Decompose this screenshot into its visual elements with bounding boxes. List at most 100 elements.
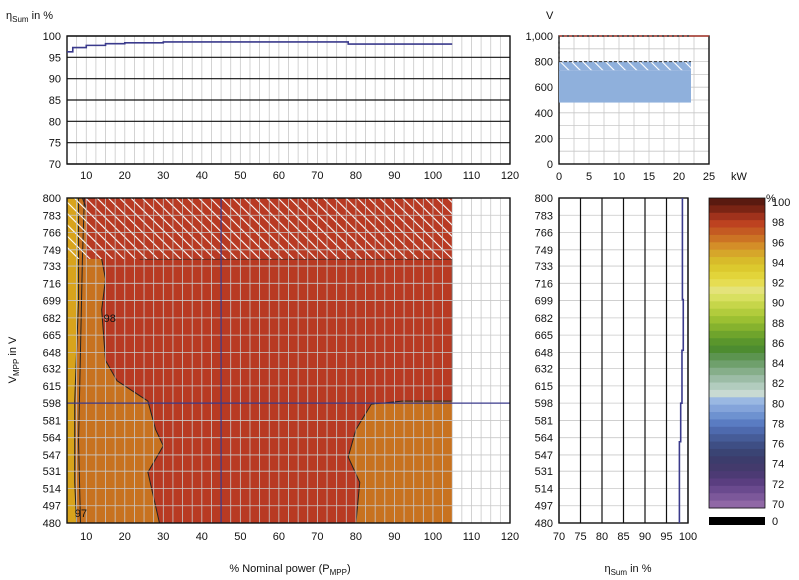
top-xtick: 90 [388,170,400,182]
map-ytick: 648 [43,347,61,359]
map-xtick: 60 [273,531,285,543]
top-xtick: 120 [501,170,519,182]
legend-swatch [709,293,765,302]
vp-ytick: 400 [535,108,553,120]
map-ytick: 564 [43,433,61,445]
legend-swatch [709,323,765,332]
top-xtick: 110 [463,170,481,182]
top-xtick: 80 [350,170,362,182]
right-ytick: 783 [535,210,553,222]
right-ytick: 766 [535,228,553,240]
top-grid [66,35,511,165]
top-ticks: 70 75 80 85 90 95 100 10 20 30 40 50 60 70 80 90 100 110 1… [43,31,520,182]
right-ytick: 733 [535,261,553,273]
map-body: 98 97 480 497 514 531 547 564 581 598 615 632 648 665… [43,193,520,543]
right-ytick: 547 [535,450,553,462]
top-ytick: 80 [49,116,61,128]
vp-hatch-overlay [559,61,691,71]
top-xtick: 30 [157,170,169,182]
legend-swatch [709,330,765,339]
map-ytick: 749 [43,245,61,257]
top-xtick: 20 [119,170,131,182]
map-xtick: 80 [350,531,362,543]
top-xtick: 100 [424,170,442,182]
top-ytick: 100 [43,31,61,43]
vp-ytick: 800 [535,57,553,69]
legend-label: 88 [772,318,784,330]
legend-swatch [709,397,765,406]
vp-xtick: 25 [703,171,715,183]
legend-swatch [709,382,765,391]
legend-swatch [709,316,765,324]
right-ytick: 598 [535,398,553,410]
map-ytick: 716 [43,278,61,290]
map-xlabel: % Nominal power (PMPP) [229,563,350,577]
vp-xtick: 15 [643,171,655,183]
voltage-power-chart: V kW 0 200 400 600 800 1,000 0 5 10 15 20 25 [525,10,747,183]
right-ytick: 716 [535,278,553,290]
legend-swatch [709,234,765,243]
legend-swatch [709,279,765,288]
legend-swatch [709,493,765,502]
efficiency-map-chart: 98 97 480 497 514 531 547 564 581 598 615 632 648 665… [7,193,519,577]
legend-swatch [709,404,765,413]
right-body: 480 497 514 531 547 564 581 598 615 632 648 665 682 6… [535,193,698,543]
right-xtick: 80 [596,531,608,543]
right-xtick: 95 [660,531,672,543]
map-xtick: 50 [234,531,246,543]
legend-label: 96 [772,237,784,249]
right-xtick: 85 [617,531,629,543]
top-xtick: 10 [80,170,92,182]
top-ytick: 90 [49,74,61,86]
legend-swatch [709,419,765,428]
legend-swatch [709,220,765,229]
vp-xlabel-unit: kW [731,171,748,183]
legend-swatch [709,412,765,420]
map-xtick: 120 [501,531,519,543]
map-ytick: 514 [43,483,61,495]
legend-swatch [709,426,765,435]
legend-swatch [709,345,765,354]
map-xtick: 40 [196,531,208,543]
legend-frame [708,197,766,509]
legend-label: 76 [772,439,784,451]
map-ytick: 665 [43,330,61,342]
map-xtick: 110 [463,531,481,543]
vp-operating-range [559,70,691,103]
color-legend: % 100 98 96 94 92 90 88 86 84 82 80 78 76 74 72 70 0 [708,193,790,528]
legend-swatch [709,257,765,265]
legend-swatch [709,485,765,494]
top-ytick: 95 [49,52,61,64]
map-xtick: 20 [119,531,131,543]
top-ytick: 85 [49,95,61,107]
vp-xtick: 10 [613,171,625,183]
right-ytick: 514 [535,483,553,495]
legend-label: 100 [772,197,790,209]
right-ytick: 497 [535,501,553,513]
right-ytick: 480 [535,518,553,530]
top-ylabel: ηSum in % [6,10,53,24]
legend-swatch [709,308,765,317]
vp-ytick: 200 [535,133,553,145]
legend-swatch [709,500,765,509]
legend-label: 86 [772,338,784,350]
legend-swatch [709,441,765,450]
map-ytick: 531 [43,466,61,478]
map-ylabel: VMPP in V [7,336,21,383]
legend-label: 70 [772,499,784,511]
legend-unit: % [766,193,776,205]
top-xtick: 70 [311,170,323,182]
legend-label: 84 [772,358,784,370]
vp-ytick: 600 [535,82,553,94]
legend-swatch [709,338,765,347]
map-ytick: 497 [43,501,61,513]
map-ytick: 699 [43,296,61,308]
legend-swatch [709,389,765,398]
map-xtick: 10 [80,531,92,543]
top-ytick: 70 [49,159,61,171]
top-ytick: 75 [49,138,61,150]
legend-label: 90 [772,298,784,310]
map-contour-label: 98 [104,313,116,325]
legend-swatch [709,249,765,258]
